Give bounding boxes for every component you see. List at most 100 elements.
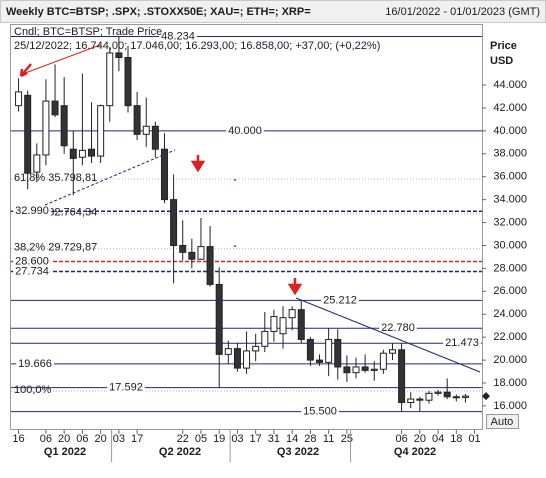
candle-body xyxy=(270,316,278,332)
fib-label: 100,0% xyxy=(14,384,52,396)
candle-body xyxy=(461,395,469,398)
x-tick-label: 06 xyxy=(395,433,407,445)
candle-body xyxy=(24,94,32,174)
candle-body xyxy=(452,396,460,399)
x-tick-label: 14 xyxy=(286,433,298,445)
trend-line xyxy=(44,149,176,206)
legend-info: 25/12/2022; 16.744,00; 17.046,00; 16.293… xyxy=(14,40,380,52)
axis-title: Price xyxy=(490,40,517,52)
candle-body xyxy=(188,251,196,260)
candle-body xyxy=(252,345,260,352)
x-tick-label: 20 xyxy=(414,433,426,445)
candle-body xyxy=(361,366,369,371)
candle-body xyxy=(297,309,305,340)
auto-button[interactable] xyxy=(486,414,519,429)
candle-body xyxy=(343,366,351,374)
level-label: 22.780 xyxy=(381,322,415,334)
y-tick-label: 20.000 xyxy=(493,354,527,366)
candle-body xyxy=(133,105,141,135)
x-tick-label: 20 xyxy=(95,433,107,445)
candle-body xyxy=(88,148,96,157)
y-tick-label: 28.000 xyxy=(493,262,527,274)
candle-body xyxy=(233,348,241,369)
candle-body xyxy=(151,125,159,150)
legend-instrument: Cndl; BTC=BTSP; Trade Price xyxy=(14,26,162,38)
level-label: 21.473 xyxy=(445,337,479,349)
y-tick-label: 26.000 xyxy=(493,285,527,297)
level-label: 28.600 xyxy=(15,255,49,267)
x-tick-label: 05 xyxy=(195,433,207,445)
trend-line xyxy=(19,44,101,76)
header-range: 16/01/2022 - 01/01/2023 (GMT) xyxy=(385,6,540,18)
fib-label: 38,2% 29.729,87 xyxy=(14,241,97,253)
x-tick-label: 11 xyxy=(323,433,334,445)
candle-body xyxy=(416,398,424,401)
candle-body xyxy=(215,283,223,355)
level-label: 25.212 xyxy=(323,294,357,306)
quarter-label: Q4 2022 xyxy=(394,446,436,458)
candle-body xyxy=(334,338,342,368)
y-tick-label: 34.000 xyxy=(493,194,527,206)
y-tick-label: 36.000 xyxy=(493,171,527,183)
arrow xyxy=(19,63,32,78)
x-tick-label: 19 xyxy=(213,433,225,445)
level-label-bg xyxy=(13,255,51,268)
candle-body xyxy=(370,368,378,371)
x-tick-label: 25 xyxy=(341,433,353,445)
level-label-bg xyxy=(379,322,417,335)
candle-body xyxy=(279,317,287,335)
y-tick-label: 32.000 xyxy=(493,216,527,228)
candle-body xyxy=(106,52,114,107)
quarter-label: Q2 2022 xyxy=(159,446,201,458)
candle-body xyxy=(243,350,251,369)
y-tick-label: 38.000 xyxy=(493,148,527,160)
x-tick-label: 06 xyxy=(40,433,52,445)
level-label: 19.666 xyxy=(18,358,52,370)
candle-body xyxy=(124,57,132,107)
candle-body xyxy=(224,348,232,355)
candle-body xyxy=(51,100,59,116)
level-label-bg xyxy=(13,205,51,218)
last-close-marker xyxy=(482,392,490,401)
level-label: 48.234 xyxy=(161,30,195,42)
y-tick-label: 42.000 xyxy=(493,102,527,114)
x-tick-label: 01 xyxy=(468,433,480,445)
axis-title: USD xyxy=(490,55,513,67)
y-tick-label: 18.000 xyxy=(493,377,527,389)
level-label: 17.592 xyxy=(109,382,143,394)
candle-body xyxy=(42,100,50,156)
plot-frame xyxy=(10,24,483,430)
level-label: 27.734 xyxy=(15,265,49,277)
candle-body xyxy=(160,148,168,201)
candle-body xyxy=(288,309,296,319)
x-tick-label: 28 xyxy=(304,433,316,445)
x-tick-label: 22 xyxy=(177,433,189,445)
candle-body xyxy=(316,359,324,363)
candle-body xyxy=(379,352,387,370)
level-label-bg xyxy=(107,381,145,394)
x-tick-label: 31 xyxy=(268,433,280,445)
candle-body xyxy=(69,148,77,159)
auto-button-label[interactable]: Auto xyxy=(491,416,514,428)
level-label: 32.990 xyxy=(15,205,49,217)
y-tick-label: 40.000 xyxy=(493,125,527,137)
candle-body xyxy=(179,244,187,253)
quarter-label: Q1 2022 xyxy=(44,446,86,458)
arrow xyxy=(287,278,303,296)
candle-body xyxy=(197,246,205,260)
x-tick-label: 04 xyxy=(432,433,444,445)
y-tick-label: 16.000 xyxy=(493,400,527,412)
layers: 16.000 18.000 20.000 22.000 24.000 26.000 28.0… xyxy=(11,30,527,462)
x-tick-label: 06 xyxy=(76,433,88,445)
candle-body xyxy=(443,391,451,398)
candle-body xyxy=(15,91,23,107)
candle-body xyxy=(33,154,41,173)
candle-body xyxy=(142,125,150,135)
level-label-bg xyxy=(321,294,359,307)
candle-body xyxy=(78,149,86,158)
y-tick-label: 24.000 xyxy=(493,308,527,320)
dot xyxy=(234,179,236,181)
candle-body xyxy=(434,391,442,394)
